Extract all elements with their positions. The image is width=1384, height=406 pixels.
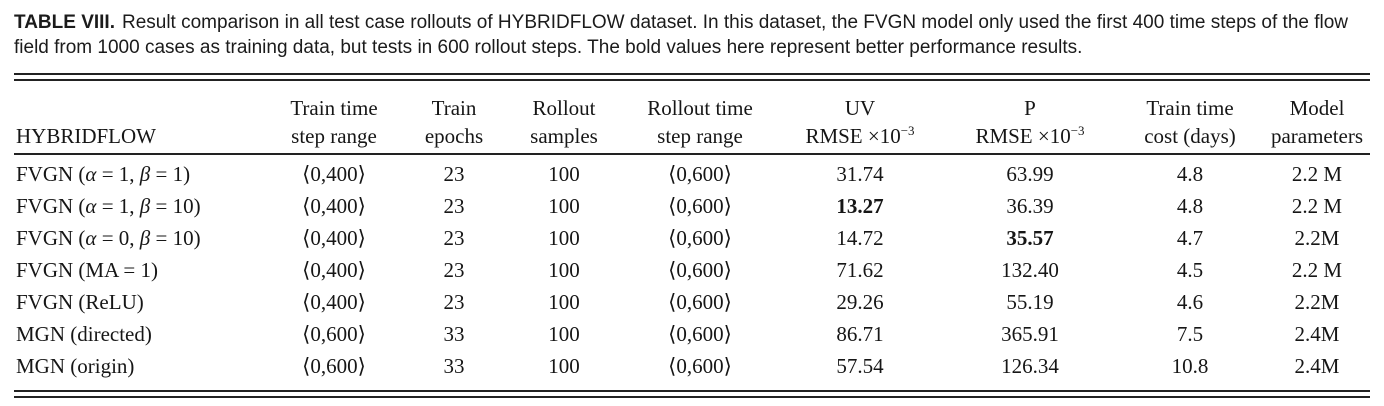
cell-model-parameters: 2.4M [1294, 354, 1340, 378]
column-header-rollout-time-step-range: Rollout time step range [647, 96, 753, 148]
cell-rollout-time-step-range: ⟨0,600⟩ [668, 226, 732, 250]
cell-train-time-cost: 7.5 [1176, 322, 1204, 346]
column-header-train-time-step-range: Train time step range [290, 96, 378, 148]
cell-train-time-step-range: ⟨0,600⟩ [302, 354, 366, 378]
table-row: FVGN (α = 1, β = 1) ⟨0,400⟩ 23 100 ⟨0,600⟩ 31… [14, 154, 1370, 190]
cell-uv-rmse: 14.72 [836, 226, 884, 250]
cell-model-parameters: 2.2 M [1291, 194, 1343, 218]
cell-train-time-step-range: ⟨0,400⟩ [302, 290, 366, 314]
cell-model-parameters: 2.4M [1294, 322, 1340, 346]
column-header-rollout-samples: Rollout samples [530, 96, 598, 148]
row-label: MGN (directed) [16, 322, 152, 346]
cell-train-time-cost: 4.6 [1176, 290, 1204, 314]
cell-train-epochs: 23 [443, 162, 465, 186]
cell-rollout-time-step-range: ⟨0,600⟩ [668, 258, 732, 282]
row-label: FVGN (α = 1, β = 1) [16, 162, 191, 186]
cell-rollout-samples: 100 [548, 354, 580, 378]
row-label: FVGN (α = 1, β = 10) [16, 194, 201, 218]
cell-p-rmse: 36.39 [1006, 194, 1054, 218]
table-row: FVGN (MA = 1) ⟨0,400⟩ 23 100 ⟨0,600⟩ 71.62 132… [14, 254, 1370, 286]
cell-rollout-time-step-range: ⟨0,600⟩ [668, 322, 732, 346]
table-row: MGN (directed) ⟨0,600⟩ 33 100 ⟨0,600⟩ 86.71 36… [14, 318, 1370, 350]
cell-uv-rmse: 29.26 [836, 290, 884, 314]
cell-train-epochs: 23 [443, 290, 465, 314]
cell-rollout-time-step-range: ⟨0,600⟩ [668, 162, 732, 186]
cell-rollout-samples: 100 [548, 290, 580, 314]
column-header-hybridflow: HYBRIDFLOW [16, 124, 156, 148]
table-caption-text: Result comparison in all test case rollo… [14, 12, 1349, 58]
cell-uv-rmse: 13.27 [836, 194, 884, 218]
table-row: FVGN (α = 1, β = 10) ⟨0,400⟩ 23 100 ⟨0,600⟩ 1… [14, 190, 1370, 222]
table-caption: TABLE VIII. Result comparison in all test… [14, 10, 1370, 60]
results-table: HYBRIDFLOW Train time step range Train epoch… [14, 81, 1370, 382]
row-label: FVGN (α = 0, β = 10) [16, 226, 201, 250]
cell-rollout-samples: 100 [548, 258, 580, 282]
cell-train-epochs: 23 [443, 226, 465, 250]
cell-train-time-step-range: ⟨0,600⟩ [302, 322, 366, 346]
cell-rollout-samples: 100 [548, 226, 580, 250]
column-header-uv-rmse: UV RMSE ×10−3 [805, 96, 915, 148]
cell-train-time-step-range: ⟨0,400⟩ [302, 162, 366, 186]
column-header-train-epochs: Train epochs [424, 96, 484, 148]
cell-train-time-cost: 10.8 [1171, 354, 1209, 378]
table-row: MGN (origin) ⟨0,600⟩ 33 100 ⟨0,600⟩ 57.54 126.… [14, 350, 1370, 382]
cell-rollout-time-step-range: ⟨0,600⟩ [668, 194, 732, 218]
table-caption-label: TABLE VIII. [14, 12, 115, 33]
column-header-p-rmse: P RMSE ×10−3 [975, 96, 1085, 148]
table-row: FVGN (ReLU) ⟨0,400⟩ 23 100 ⟨0,600⟩ 29.26 55.19… [14, 286, 1370, 318]
cell-model-parameters: 2.2 M [1291, 162, 1343, 186]
cell-train-epochs: 33 [443, 322, 465, 346]
cell-p-rmse: 35.57 [1006, 226, 1054, 250]
cell-train-epochs: 23 [443, 194, 465, 218]
cell-uv-rmse: 71.62 [836, 258, 884, 282]
cell-rollout-time-step-range: ⟨0,600⟩ [668, 290, 732, 314]
cell-p-rmse: 132.40 [1001, 258, 1059, 282]
cell-train-time-cost: 4.7 [1176, 226, 1204, 250]
table-header-row: HYBRIDFLOW Train time step range Train epoch… [14, 81, 1370, 154]
cell-train-epochs: 33 [443, 354, 465, 378]
cell-train-time-cost: 4.5 [1176, 258, 1204, 282]
row-label: MGN (origin) [16, 354, 135, 378]
cell-p-rmse: 63.99 [1006, 162, 1054, 186]
cell-train-time-cost: 4.8 [1176, 162, 1204, 186]
cell-uv-rmse: 57.54 [836, 354, 884, 378]
cell-model-parameters: 2.2M [1294, 290, 1340, 314]
cell-model-parameters: 2.2 M [1291, 258, 1343, 282]
cell-p-rmse: 55.19 [1006, 290, 1054, 314]
table-body: FVGN (α = 1, β = 1) ⟨0,400⟩ 23 100 ⟨0,600⟩ 31… [14, 154, 1370, 382]
column-header-train-time-cost: Train time cost (days) [1144, 96, 1236, 148]
top-double-rule [14, 73, 1370, 81]
cell-train-time-step-range: ⟨0,400⟩ [302, 258, 366, 282]
cell-rollout-samples: 100 [548, 322, 580, 346]
cell-uv-rmse: 31.74 [836, 162, 884, 186]
cell-p-rmse: 126.34 [1001, 354, 1059, 378]
cell-train-epochs: 23 [443, 258, 465, 282]
bottom-double-rule [14, 390, 1370, 398]
cell-rollout-time-step-range: ⟨0,600⟩ [668, 354, 732, 378]
cell-train-time-cost: 4.8 [1176, 194, 1204, 218]
cell-train-time-step-range: ⟨0,400⟩ [302, 194, 366, 218]
cell-train-time-step-range: ⟨0,400⟩ [302, 226, 366, 250]
column-header-model-parameters: Model parameters [1270, 96, 1364, 148]
cell-uv-rmse: 86.71 [836, 322, 884, 346]
cell-rollout-samples: 100 [548, 162, 580, 186]
cell-model-parameters: 2.2M [1294, 226, 1340, 250]
row-label: FVGN (MA = 1) [16, 258, 158, 282]
table-row: FVGN (α = 0, β = 10) ⟨0,400⟩ 23 100 ⟨0,600⟩ 1… [14, 222, 1370, 254]
row-label: FVGN (ReLU) [16, 290, 144, 314]
cell-p-rmse: 365.91 [1001, 322, 1059, 346]
cell-rollout-samples: 100 [548, 194, 580, 218]
